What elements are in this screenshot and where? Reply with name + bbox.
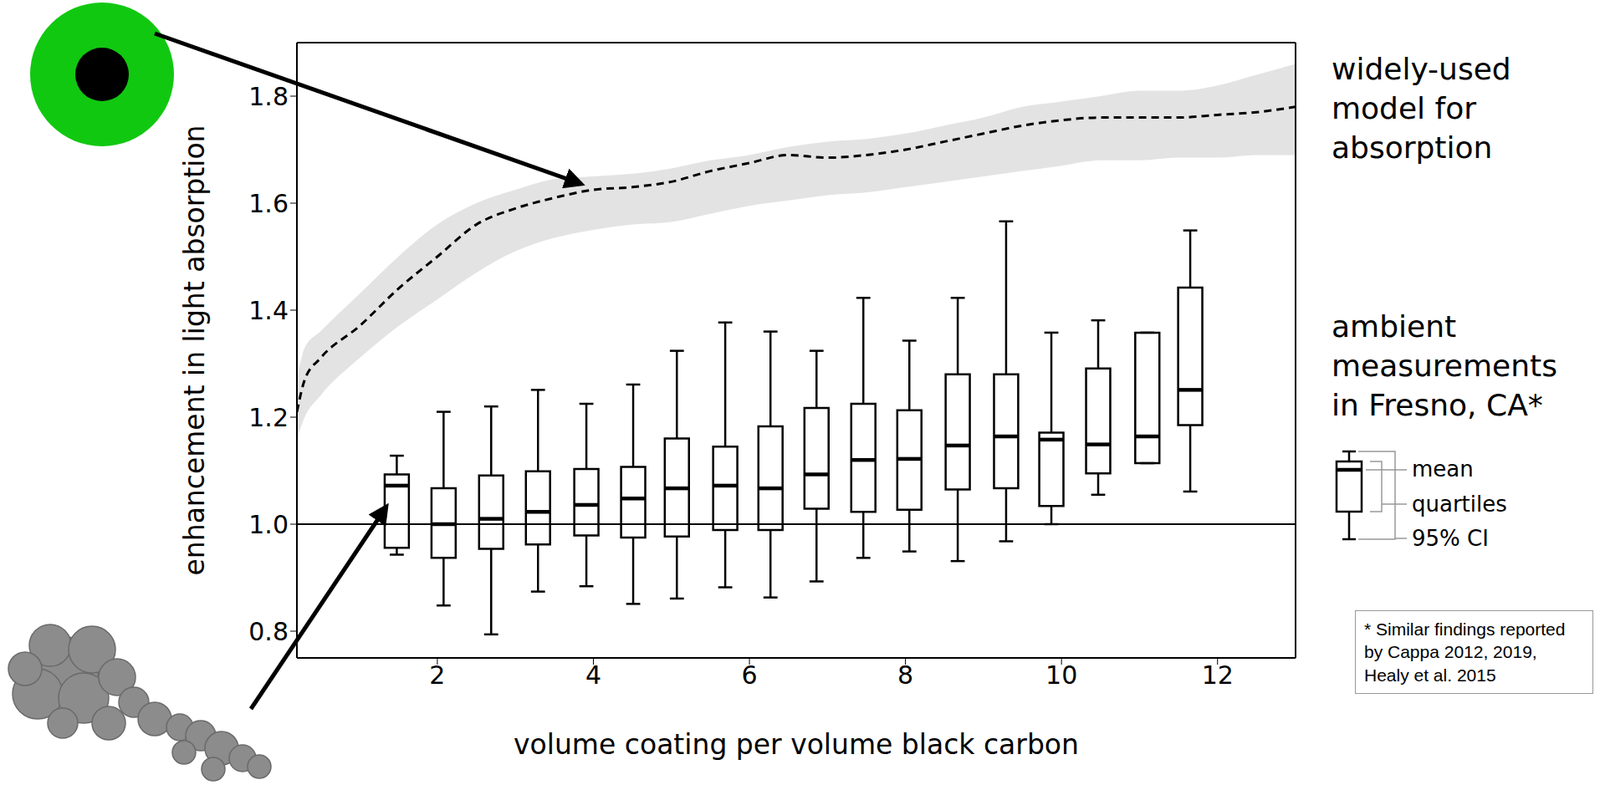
html-text:mean: mean <box>1411 456 1474 482</box>
svg-text:volume coating per volume blac: volume coating per volume black carbon <box>513 728 1079 762</box>
svg-text:4: 4 <box>585 660 602 691</box>
svg-text:1.2: 1.2 <box>248 403 289 433</box>
svg-text:10: 10 <box>1045 660 1078 691</box>
html-text:ambient measurements in Fresno: ambient measurements in Fresno, CA* <box>1331 309 1558 423</box>
html-text:* Similar findings reported by: * Similar findings reported by Cappa 201… <box>1364 619 1566 685</box>
html-text:95% CI: 95% CI <box>1411 526 1489 552</box>
svg-text:2: 2 <box>429 660 445 691</box>
svg-text:6: 6 <box>741 660 757 691</box>
svg-text:1.4: 1.4 <box>248 296 289 326</box>
svg-text:0.8: 0.8 <box>248 617 289 647</box>
svg-text:1.6: 1.6 <box>248 189 289 219</box>
svg-text:1.0: 1.0 <box>248 510 289 540</box>
svg-text:12: 12 <box>1201 660 1234 691</box>
html-text:quartiles: quartiles <box>1411 491 1507 517</box>
svg-text:1.8: 1.8 <box>248 81 289 112</box>
svg-text:enhancement in light absorptio: enhancement in light absorption <box>178 125 211 577</box>
html-text:widely-used model for absorpti: widely-used model for absorption <box>1331 51 1512 165</box>
svg-text:8: 8 <box>897 660 914 691</box>
